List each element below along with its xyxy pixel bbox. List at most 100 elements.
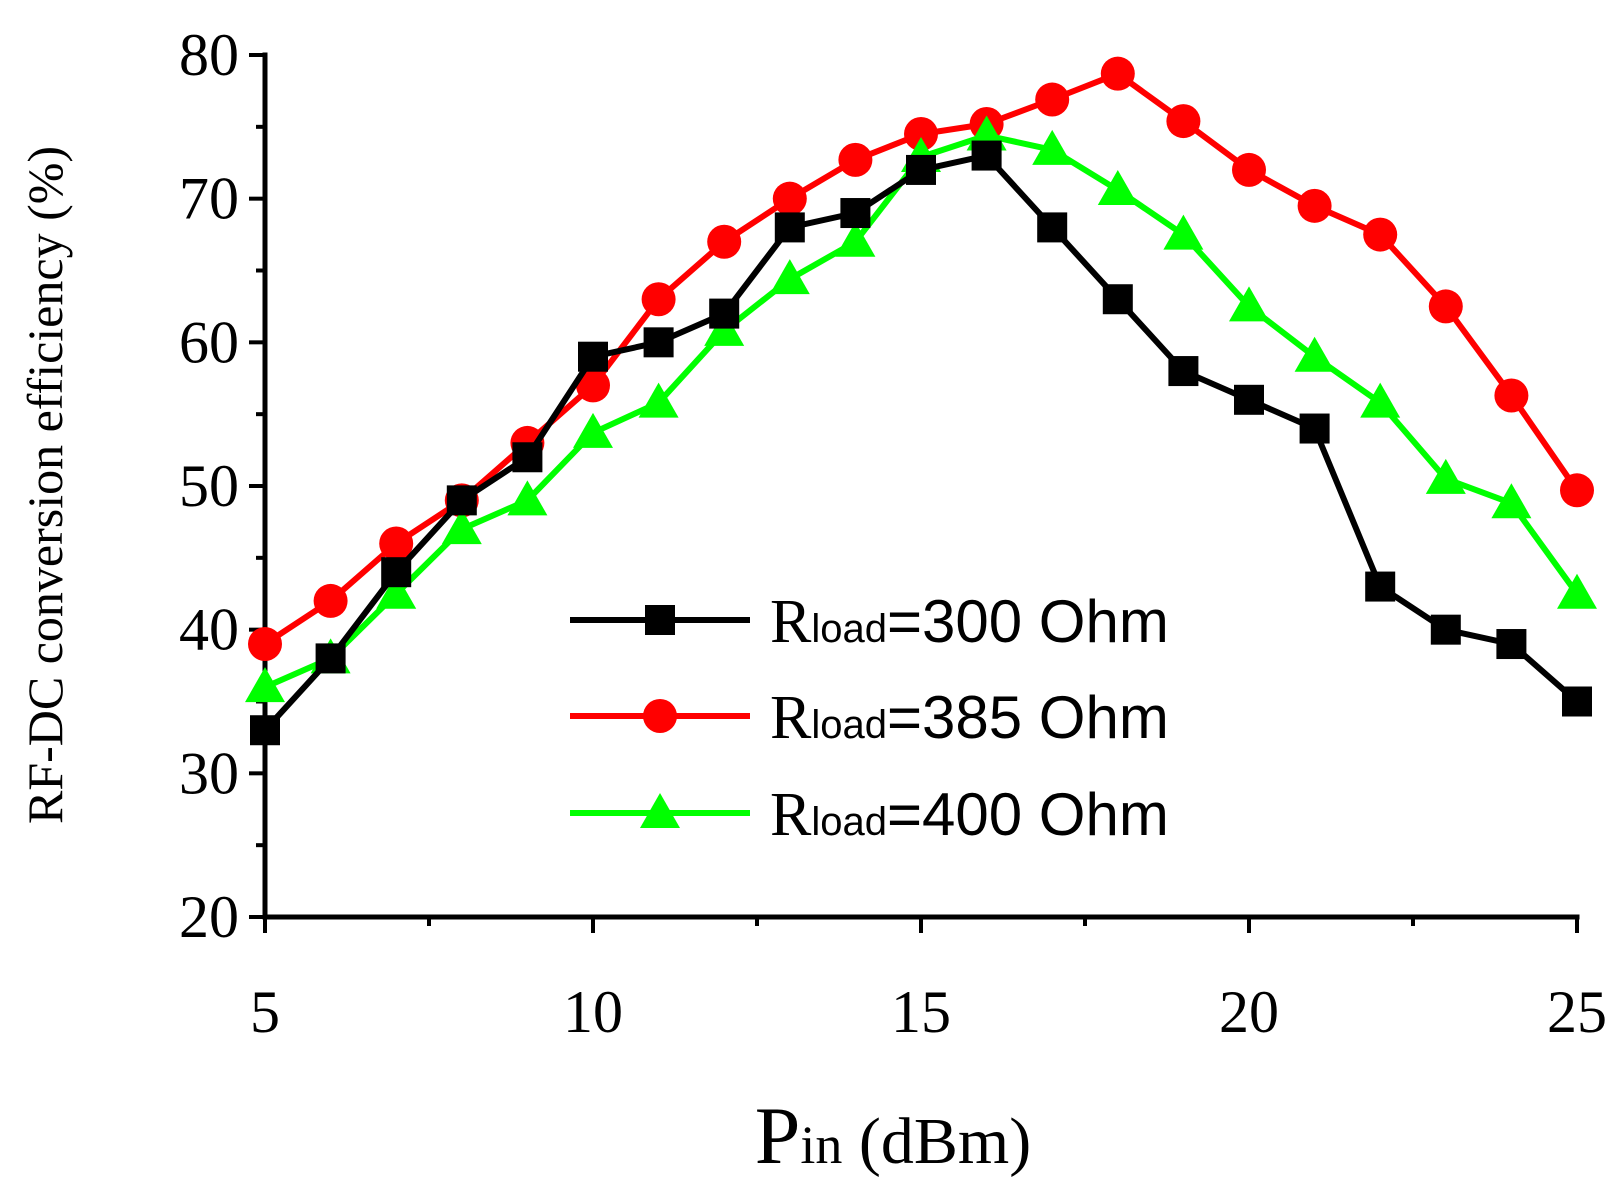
data-point-circle	[904, 117, 938, 152]
data-point-circle	[1428, 289, 1463, 324]
data-point-circle	[1232, 152, 1266, 187]
data-point-triangle	[1425, 458, 1466, 494]
data-point-circle	[1363, 217, 1398, 252]
y-tick-label: 60	[179, 309, 239, 375]
data-point-square	[1168, 356, 1199, 387]
data-point-square	[381, 557, 412, 588]
series-square	[250, 140, 1592, 746]
data-point-square	[840, 198, 871, 229]
data-point-circle	[313, 583, 348, 618]
data-point-circle	[379, 526, 414, 561]
data-point-square	[446, 485, 477, 516]
y-axis-label: RF-DC conversion efficiency (%)	[17, 146, 73, 824]
legend-label-main: R	[770, 781, 812, 849]
y-tick-label: 50	[179, 453, 239, 519]
data-point-triangle	[769, 259, 810, 295]
data-point-square	[1234, 384, 1264, 415]
legend-marker-square	[645, 605, 675, 635]
data-point-square	[1365, 571, 1396, 602]
series-circle	[248, 56, 1594, 662]
data-point-triangle	[835, 221, 876, 257]
legend-item: Rload=385 Ohm	[570, 684, 1169, 752]
data-point-square	[1496, 629, 1527, 660]
legend-item: Rload=400 Ohm	[570, 781, 1169, 849]
y-tick-label: 70	[179, 166, 239, 232]
data-point-triangle	[1163, 214, 1204, 250]
legend-label-sub: load	[811, 703, 887, 747]
data-point-square	[512, 442, 543, 473]
legend-label-rest: =400 Ohm	[887, 781, 1169, 848]
data-point-triangle	[573, 412, 613, 448]
data-point-square	[1562, 686, 1592, 717]
legend-label: Rload=400 Ohm	[770, 781, 1169, 849]
data-point-triangle	[1557, 573, 1597, 609]
data-point-circle	[248, 627, 282, 662]
y-tick-label: 20	[179, 884, 239, 950]
y-axis-label-group: RF-DC conversion efficiency (%)	[17, 146, 73, 824]
data-point-square	[578, 341, 608, 372]
data-point-triangle	[638, 382, 679, 418]
legend-label-sub: load	[811, 607, 887, 651]
data-point-triangle	[376, 573, 417, 609]
data-point-circle	[576, 368, 610, 403]
data-point-square	[1430, 614, 1461, 645]
x-tick-label: 15	[891, 979, 951, 1045]
legend-label-sub: load	[811, 800, 887, 844]
data-point-triangle	[507, 480, 548, 516]
data-point-circle	[772, 181, 807, 216]
x-axis-label-sub: in	[800, 1115, 842, 1175]
data-point-circle	[1494, 378, 1529, 413]
data-point-triangle	[245, 667, 285, 703]
legend-label-rest: =385 Ohm	[887, 684, 1169, 751]
legend-label: Rload=300 Ohm	[770, 588, 1169, 656]
data-point-square	[906, 154, 936, 185]
legend-label: Rload=385 Ohm	[770, 684, 1169, 752]
legend-item: Rload=300 Ohm	[570, 588, 1169, 656]
data-point-circle	[641, 282, 676, 317]
data-point-triangle	[1229, 286, 1269, 322]
y-tick-label: 30	[179, 740, 239, 806]
data-point-square	[1102, 284, 1133, 315]
data-point-circle	[707, 224, 742, 259]
data-point-square	[315, 643, 346, 674]
data-point-square	[1299, 413, 1330, 444]
data-point-circle	[838, 142, 873, 177]
data-point-triangle	[1491, 483, 1532, 519]
data-point-square	[250, 715, 280, 746]
x-tick-label: 20	[1219, 979, 1279, 1045]
plot-area	[245, 56, 1597, 746]
x-axis-label-main: P	[755, 1090, 801, 1181]
x-axis-label: Pin (dBm)	[755, 1090, 1031, 1181]
data-point-circle	[1297, 188, 1332, 223]
data-point-circle	[1166, 104, 1201, 139]
data-point-circle	[1560, 473, 1594, 508]
data-point-triangle	[1097, 170, 1138, 206]
legend-marker-triangle	[640, 793, 680, 828]
data-point-square	[643, 327, 674, 358]
data-point-triangle	[1032, 129, 1073, 165]
data-point-circle	[1035, 82, 1070, 117]
data-point-square	[1037, 212, 1068, 243]
data-point-square	[971, 140, 1002, 171]
x-tick-label: 10	[563, 979, 623, 1045]
axes: 20 30 40 50 60 70 80 5 10 15 20 25	[179, 22, 1607, 1045]
x-axis-label-rest: (dBm)	[842, 1105, 1031, 1178]
y-tick-label: 80	[179, 22, 239, 88]
data-point-triangle	[1360, 382, 1401, 418]
legend-label-rest: =300 Ohm	[887, 588, 1169, 655]
data-point-triangle	[1294, 336, 1335, 372]
data-point-triangle	[441, 509, 482, 545]
data-point-square	[709, 298, 740, 329]
data-point-circle	[1100, 56, 1135, 91]
legend-label-main: R	[770, 588, 812, 656]
data-point-square	[774, 212, 805, 243]
y-tick-label: 40	[179, 597, 239, 663]
x-axis-label-group: Pin (dBm)	[755, 1090, 1031, 1181]
x-tick-label: 25	[1547, 979, 1607, 1045]
legend-marker-circle	[643, 699, 677, 733]
x-tick-label: 5	[250, 979, 280, 1045]
legend-label-main: R	[770, 684, 812, 752]
